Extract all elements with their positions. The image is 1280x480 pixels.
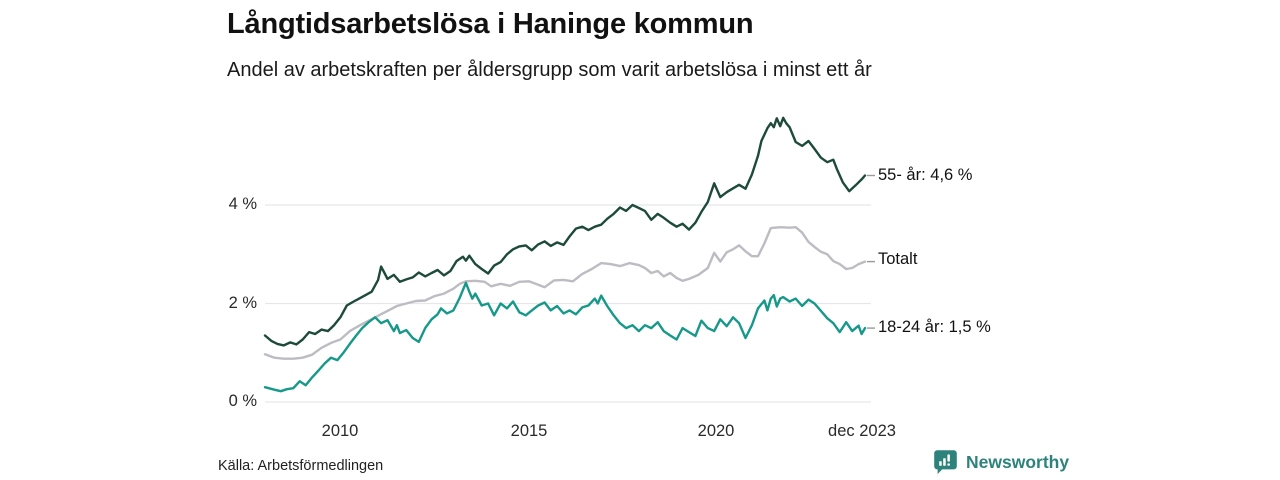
newsworthy-logo-icon bbox=[933, 449, 958, 475]
series-label-55-ar: 55- år: 4,6 % bbox=[878, 166, 973, 184]
series-label-18-24-ar: 18-24 år: 1,5 % bbox=[878, 318, 991, 336]
newsworthy-brand-text: Newsworthy bbox=[966, 451, 1070, 472]
series-label-totalt: Totalt bbox=[878, 250, 918, 268]
y-axis-tick-0: 0 % bbox=[228, 392, 257, 410]
y-axis-tick-4: 4 % bbox=[228, 195, 257, 213]
x-axis-tick-2010: 2010 bbox=[321, 422, 359, 440]
series-line-55-r bbox=[263, 116, 867, 347]
page-title: Långtidsarbetslösa i Haninge kommun bbox=[227, 8, 754, 40]
page-subtitle: Andel av arbetskraften per åldersgrupp s… bbox=[227, 59, 872, 81]
series-line-totalt bbox=[263, 226, 867, 360]
y-axis-tick-2: 2 % bbox=[228, 294, 257, 312]
series-line-18-24-r bbox=[263, 281, 867, 393]
x-axis-tick-2020: 2020 bbox=[697, 422, 735, 440]
source-credit: Källa: Arbetsförmedlingen bbox=[218, 458, 384, 474]
x-axis-tick-dec-2023: dec 2023 bbox=[828, 422, 896, 440]
newsworthy-brand-link[interactable]: Newsworthy bbox=[933, 449, 1069, 475]
x-axis-tick-2015: 2015 bbox=[510, 422, 548, 440]
